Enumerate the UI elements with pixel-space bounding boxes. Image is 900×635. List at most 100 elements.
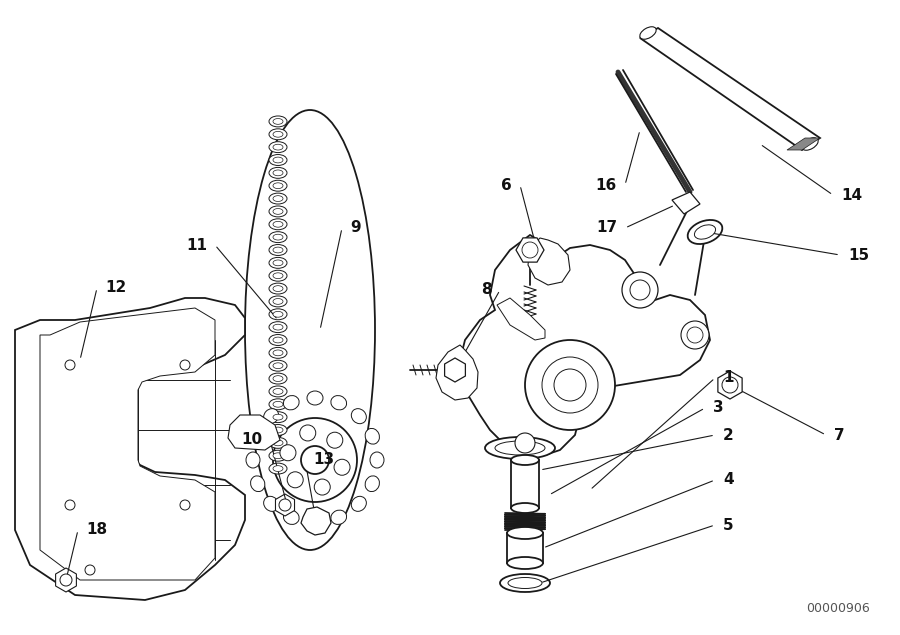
Ellipse shape — [264, 409, 279, 424]
Ellipse shape — [273, 337, 283, 343]
Ellipse shape — [269, 244, 287, 255]
Circle shape — [301, 446, 329, 474]
Polygon shape — [528, 238, 570, 285]
Ellipse shape — [273, 350, 283, 356]
Ellipse shape — [273, 208, 283, 215]
Polygon shape — [40, 308, 215, 580]
Circle shape — [525, 340, 615, 430]
Circle shape — [279, 499, 291, 511]
Text: 17: 17 — [596, 220, 617, 236]
Ellipse shape — [250, 429, 265, 444]
Ellipse shape — [273, 144, 283, 150]
Polygon shape — [445, 358, 465, 382]
Ellipse shape — [273, 401, 283, 407]
Ellipse shape — [269, 271, 287, 281]
Ellipse shape — [284, 396, 299, 410]
Ellipse shape — [269, 154, 287, 166]
Ellipse shape — [695, 225, 716, 239]
Circle shape — [622, 272, 658, 308]
Ellipse shape — [269, 219, 287, 230]
Circle shape — [65, 500, 75, 510]
Text: 6: 6 — [501, 178, 512, 192]
Text: 18: 18 — [86, 523, 107, 537]
Ellipse shape — [495, 441, 545, 455]
Ellipse shape — [307, 515, 323, 529]
Ellipse shape — [269, 425, 287, 436]
Circle shape — [280, 444, 296, 461]
Ellipse shape — [269, 399, 287, 410]
Polygon shape — [787, 138, 820, 150]
Ellipse shape — [269, 168, 287, 178]
Ellipse shape — [269, 283, 287, 294]
Ellipse shape — [365, 429, 380, 444]
Text: 16: 16 — [596, 178, 617, 192]
Ellipse shape — [365, 476, 380, 491]
Ellipse shape — [269, 296, 287, 307]
Ellipse shape — [269, 257, 287, 269]
Polygon shape — [718, 371, 742, 399]
Ellipse shape — [802, 138, 818, 150]
Circle shape — [180, 500, 190, 510]
Text: 10: 10 — [241, 432, 262, 448]
Text: 8: 8 — [482, 283, 492, 298]
Ellipse shape — [269, 411, 287, 423]
Ellipse shape — [269, 360, 287, 371]
Ellipse shape — [269, 129, 287, 140]
Ellipse shape — [269, 386, 287, 397]
Ellipse shape — [269, 373, 287, 384]
Circle shape — [314, 479, 330, 495]
Text: 00000906: 00000906 — [806, 602, 870, 615]
Ellipse shape — [273, 363, 283, 368]
Ellipse shape — [273, 119, 283, 124]
Text: 11: 11 — [186, 237, 207, 253]
Ellipse shape — [273, 234, 283, 240]
Ellipse shape — [284, 510, 299, 525]
Ellipse shape — [273, 311, 283, 317]
Polygon shape — [301, 507, 331, 535]
Circle shape — [687, 327, 703, 343]
Bar — [507, 533, 543, 563]
Circle shape — [180, 360, 190, 370]
Polygon shape — [460, 235, 710, 455]
Ellipse shape — [264, 497, 279, 511]
Ellipse shape — [507, 557, 543, 569]
Polygon shape — [497, 298, 545, 340]
Ellipse shape — [511, 503, 539, 513]
Circle shape — [327, 432, 343, 448]
Ellipse shape — [485, 437, 555, 459]
Bar — [511, 460, 539, 508]
Ellipse shape — [273, 286, 283, 291]
Polygon shape — [56, 568, 76, 592]
Ellipse shape — [273, 427, 283, 433]
Circle shape — [273, 418, 357, 502]
Circle shape — [515, 433, 535, 453]
Ellipse shape — [269, 438, 287, 448]
Circle shape — [630, 280, 650, 300]
Ellipse shape — [273, 273, 283, 279]
Text: 9: 9 — [350, 220, 361, 236]
Polygon shape — [436, 345, 478, 400]
Circle shape — [681, 321, 709, 349]
Polygon shape — [228, 415, 280, 450]
Text: 12: 12 — [105, 281, 126, 295]
Ellipse shape — [273, 196, 283, 201]
Ellipse shape — [640, 27, 656, 39]
Text: 4: 4 — [723, 472, 734, 488]
Ellipse shape — [269, 116, 287, 127]
Ellipse shape — [269, 206, 287, 217]
Ellipse shape — [273, 170, 283, 176]
Polygon shape — [15, 298, 245, 600]
Ellipse shape — [370, 452, 384, 468]
Circle shape — [300, 425, 316, 441]
Ellipse shape — [511, 455, 539, 465]
Ellipse shape — [273, 376, 283, 382]
Ellipse shape — [508, 577, 542, 589]
Ellipse shape — [273, 453, 283, 458]
Ellipse shape — [273, 183, 283, 189]
Ellipse shape — [688, 220, 723, 244]
Text: 13: 13 — [313, 453, 334, 467]
Ellipse shape — [273, 260, 283, 266]
Ellipse shape — [245, 110, 375, 550]
Ellipse shape — [351, 409, 366, 424]
Ellipse shape — [351, 497, 366, 511]
